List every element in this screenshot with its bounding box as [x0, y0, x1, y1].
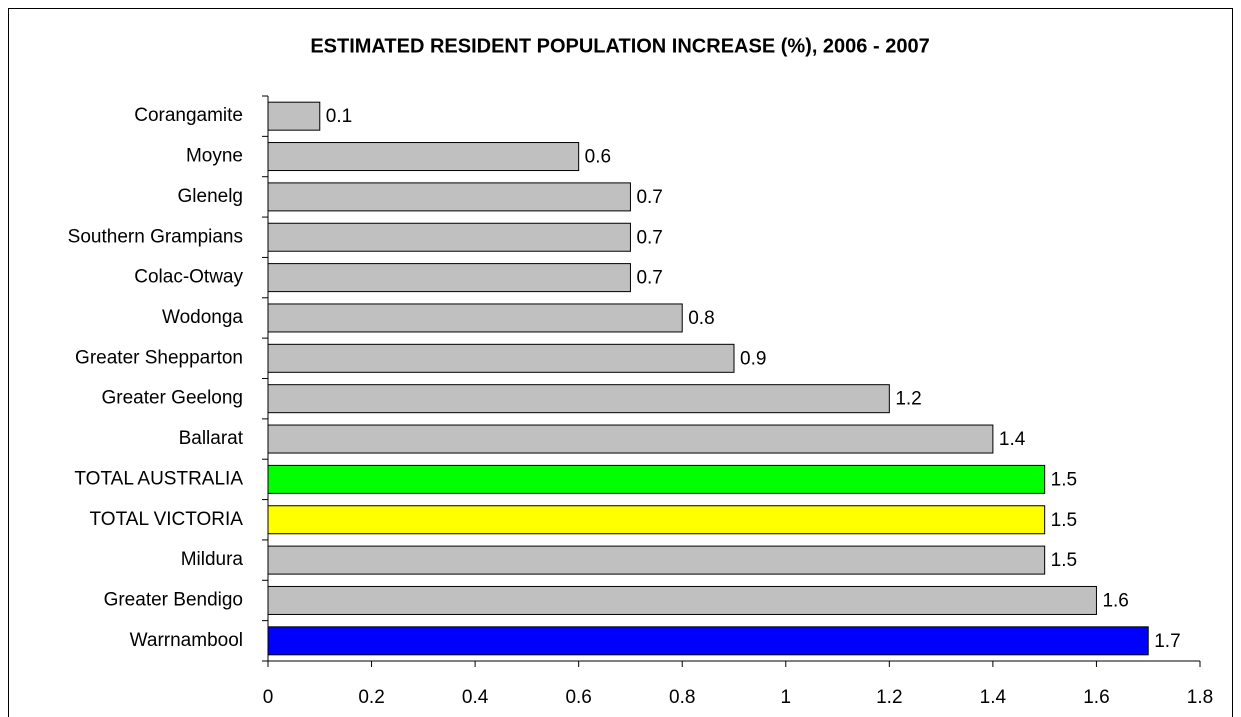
x-tick-label: 0.4	[462, 687, 489, 708]
data-label: 0.1	[326, 106, 352, 127]
bar	[267, 626, 1149, 656]
data-label: 0.7	[636, 268, 662, 289]
data-label: 1.4	[999, 429, 1026, 450]
data-label: 0.8	[688, 308, 714, 329]
bar	[267, 343, 735, 373]
y-tick-label: Greater Shepparton	[75, 347, 243, 368]
x-tick-label: 0.6	[565, 687, 591, 708]
data-label: 1.5	[1051, 550, 1077, 571]
y-tick-label: Corangamite	[134, 105, 243, 126]
x-tick-label: 1.2	[876, 687, 902, 708]
y-tick-label: Moyne	[186, 146, 243, 167]
bar	[267, 585, 1097, 615]
y-tick-label: Mildura	[181, 549, 244, 570]
data-label: 1.6	[1102, 590, 1128, 611]
bar	[267, 182, 631, 212]
y-tick-label: Wodonga	[162, 307, 243, 328]
bar	[267, 464, 1046, 494]
bar	[267, 424, 994, 454]
y-tick-label: TOTAL VICTORIA	[90, 509, 244, 530]
x-tick-label: 0.2	[358, 687, 384, 708]
y-tick-label: Colac-Otway	[134, 267, 243, 288]
data-label: 1.7	[1154, 631, 1180, 652]
data-label: 0.9	[740, 348, 766, 369]
data-label: 1.5	[1051, 510, 1077, 531]
bar	[267, 263, 631, 293]
data-label: 1.5	[1051, 469, 1077, 490]
y-tick-label: Ballarat	[179, 428, 244, 449]
y-tick-label: Greater Geelong	[101, 388, 243, 409]
data-label: 0.7	[636, 187, 662, 208]
x-tick-label: 1.8	[1187, 687, 1213, 708]
bar	[267, 142, 580, 172]
y-tick-label: Southern Grampians	[68, 226, 243, 247]
x-tick-label: 1.6	[1083, 687, 1109, 708]
bar	[267, 222, 631, 252]
bar	[267, 545, 1046, 575]
chart-title: ESTIMATED RESIDENT POPULATION INCREASE (…	[310, 35, 929, 57]
bar	[267, 101, 321, 131]
x-tick-label: 0	[263, 687, 274, 708]
bar	[267, 505, 1046, 535]
data-label: 0.7	[636, 227, 662, 248]
data-label: 1.2	[895, 389, 921, 410]
y-tick-label: Glenelg	[178, 186, 244, 207]
bar	[267, 303, 683, 333]
x-tick-label: 1.4	[980, 687, 1007, 708]
data-label: 0.6	[585, 147, 611, 168]
x-tick-label: 1	[780, 687, 791, 708]
bar	[267, 384, 890, 414]
y-tick-label: TOTAL AUSTRALIA	[74, 468, 243, 489]
y-tick-label: Warrnambool	[130, 630, 243, 651]
x-tick-label: 0.8	[669, 687, 695, 708]
y-tick-label: Greater Bendigo	[104, 589, 243, 610]
